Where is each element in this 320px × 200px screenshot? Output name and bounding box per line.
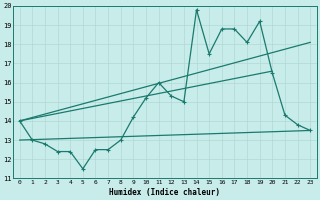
X-axis label: Humidex (Indice chaleur): Humidex (Indice chaleur) — [109, 188, 220, 197]
